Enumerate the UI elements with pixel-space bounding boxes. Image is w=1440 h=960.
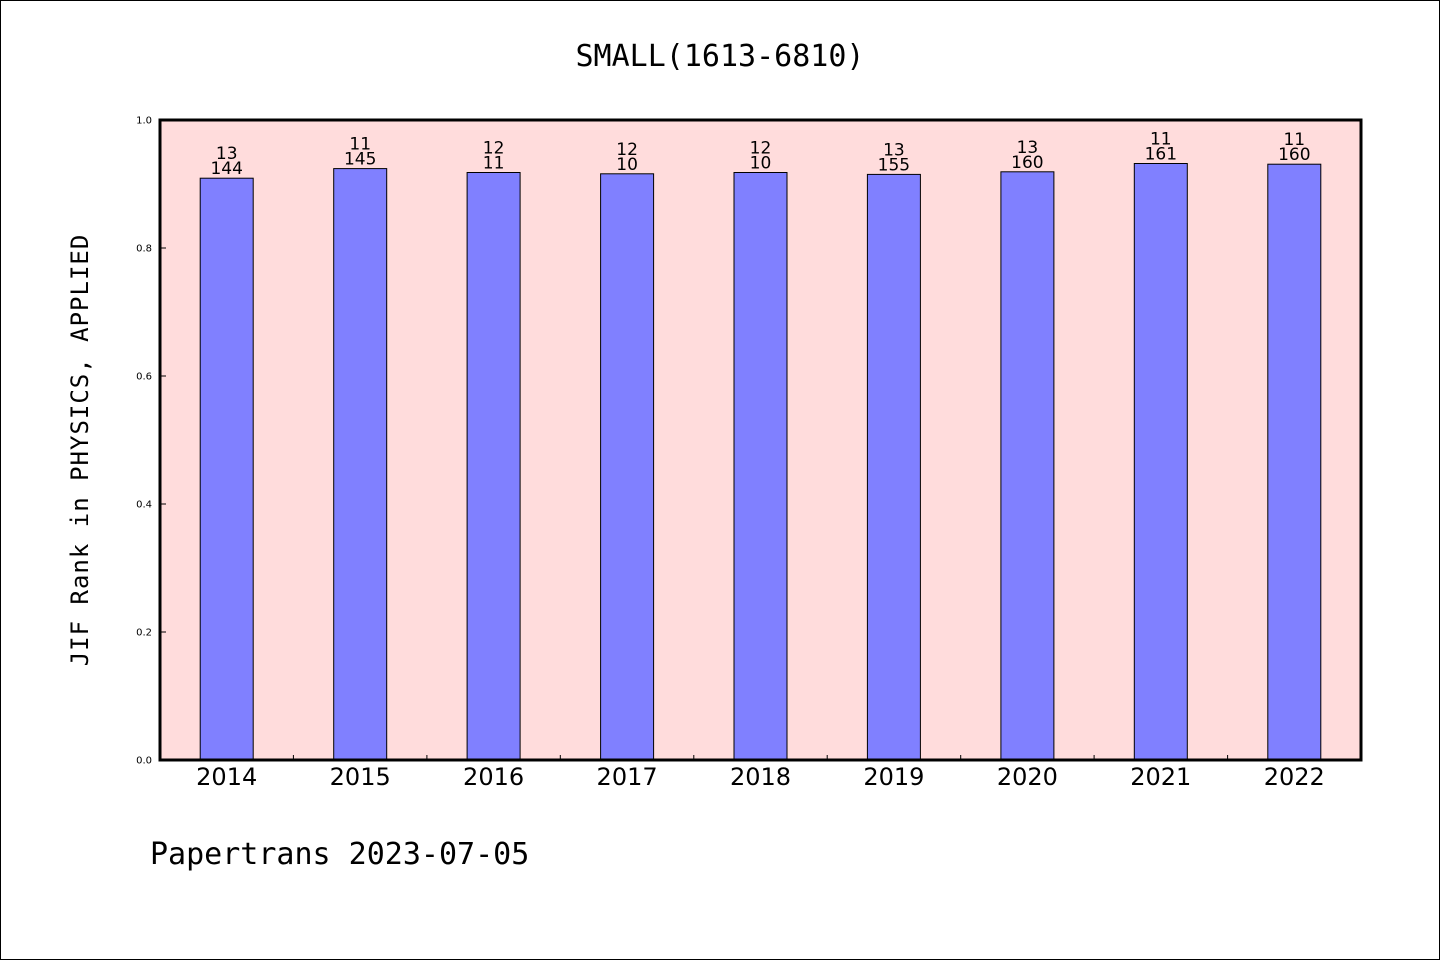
chart-title: SMALL(1613-6810) — [576, 39, 865, 74]
x-tick-label-2022: 2022 — [1264, 763, 1325, 791]
bar-2020 — [1000, 171, 1055, 761]
bar-label-top-2020: 13 — [1017, 138, 1039, 158]
x-tick-label-2017: 2017 — [597, 763, 658, 791]
bar-label-bottom-2014: 144 — [210, 159, 242, 179]
y-tick-label-1: 0.2 — [136, 628, 152, 639]
bar-label-bottom-2015: 145 — [344, 150, 376, 170]
y-tick-label-4: 0.8 — [136, 244, 152, 255]
data-labels-group: 1314411145121112101210131551316011161111… — [210, 130, 1310, 180]
bar-2014 — [199, 177, 254, 761]
bar-label-bottom-2020: 160 — [1011, 153, 1043, 173]
bar-label-bottom-2016: 11 — [483, 154, 505, 174]
bar-label-bottom-2017: 10 — [616, 155, 638, 175]
bar-2019 — [866, 173, 921, 761]
y-tick-label-5: 1.0 — [136, 116, 152, 127]
x-tick-label-2018: 2018 — [730, 763, 791, 791]
bar-2016 — [466, 172, 521, 761]
x-tick-label-2014: 2014 — [196, 763, 257, 791]
bar-label-bottom-2022: 160 — [1278, 145, 1310, 165]
y-tick-label-0: 0.0 — [136, 756, 152, 767]
bar-label-top-2021: 11 — [1150, 130, 1172, 150]
bar-label-bottom-2021: 161 — [1145, 145, 1177, 165]
x-tick-label-2020: 2020 — [997, 763, 1058, 791]
y-axis-label: JIF Rank in PHYSICS, APPLIED — [66, 234, 94, 667]
bar-2018 — [733, 172, 788, 761]
plot-border — [158, 118, 1363, 762]
bar-label-top-2017: 12 — [616, 140, 638, 160]
x-tick-label-2015: 2015 — [330, 763, 391, 791]
x-axis-ticks: 2014 2015 2016 2017 2018 2019 2020 2021 2022 — [196, 755, 1325, 791]
bar-2017 — [600, 173, 655, 761]
x-tick-label-2021: 2021 — [1130, 763, 1191, 791]
bar-2021 — [1133, 163, 1188, 761]
bar-label-top-2019: 13 — [883, 140, 905, 160]
bar-2015 — [333, 168, 388, 761]
bar-label-top-2015: 11 — [349, 135, 371, 155]
bar-label-bottom-2019: 155 — [878, 155, 910, 175]
bar-label-top-2014: 13 — [216, 144, 238, 164]
x-tick-label-2016: 2016 — [463, 763, 524, 791]
bar-label-top-2018: 12 — [750, 139, 772, 159]
bar-label-top-2016: 12 — [483, 139, 505, 159]
x-tick-label-2019: 2019 — [863, 763, 924, 791]
bars-group — [199, 163, 1322, 761]
y-tick-label-3: 0.6 — [136, 372, 152, 383]
bar-2022 — [1267, 163, 1322, 761]
y-tick-label-2: 0.4 — [136, 500, 152, 511]
bar-label-top-2022: 11 — [1283, 130, 1305, 150]
bar-label-bottom-2018: 10 — [750, 154, 772, 174]
footer-text: Papertrans 2023-07-05 — [150, 837, 529, 872]
